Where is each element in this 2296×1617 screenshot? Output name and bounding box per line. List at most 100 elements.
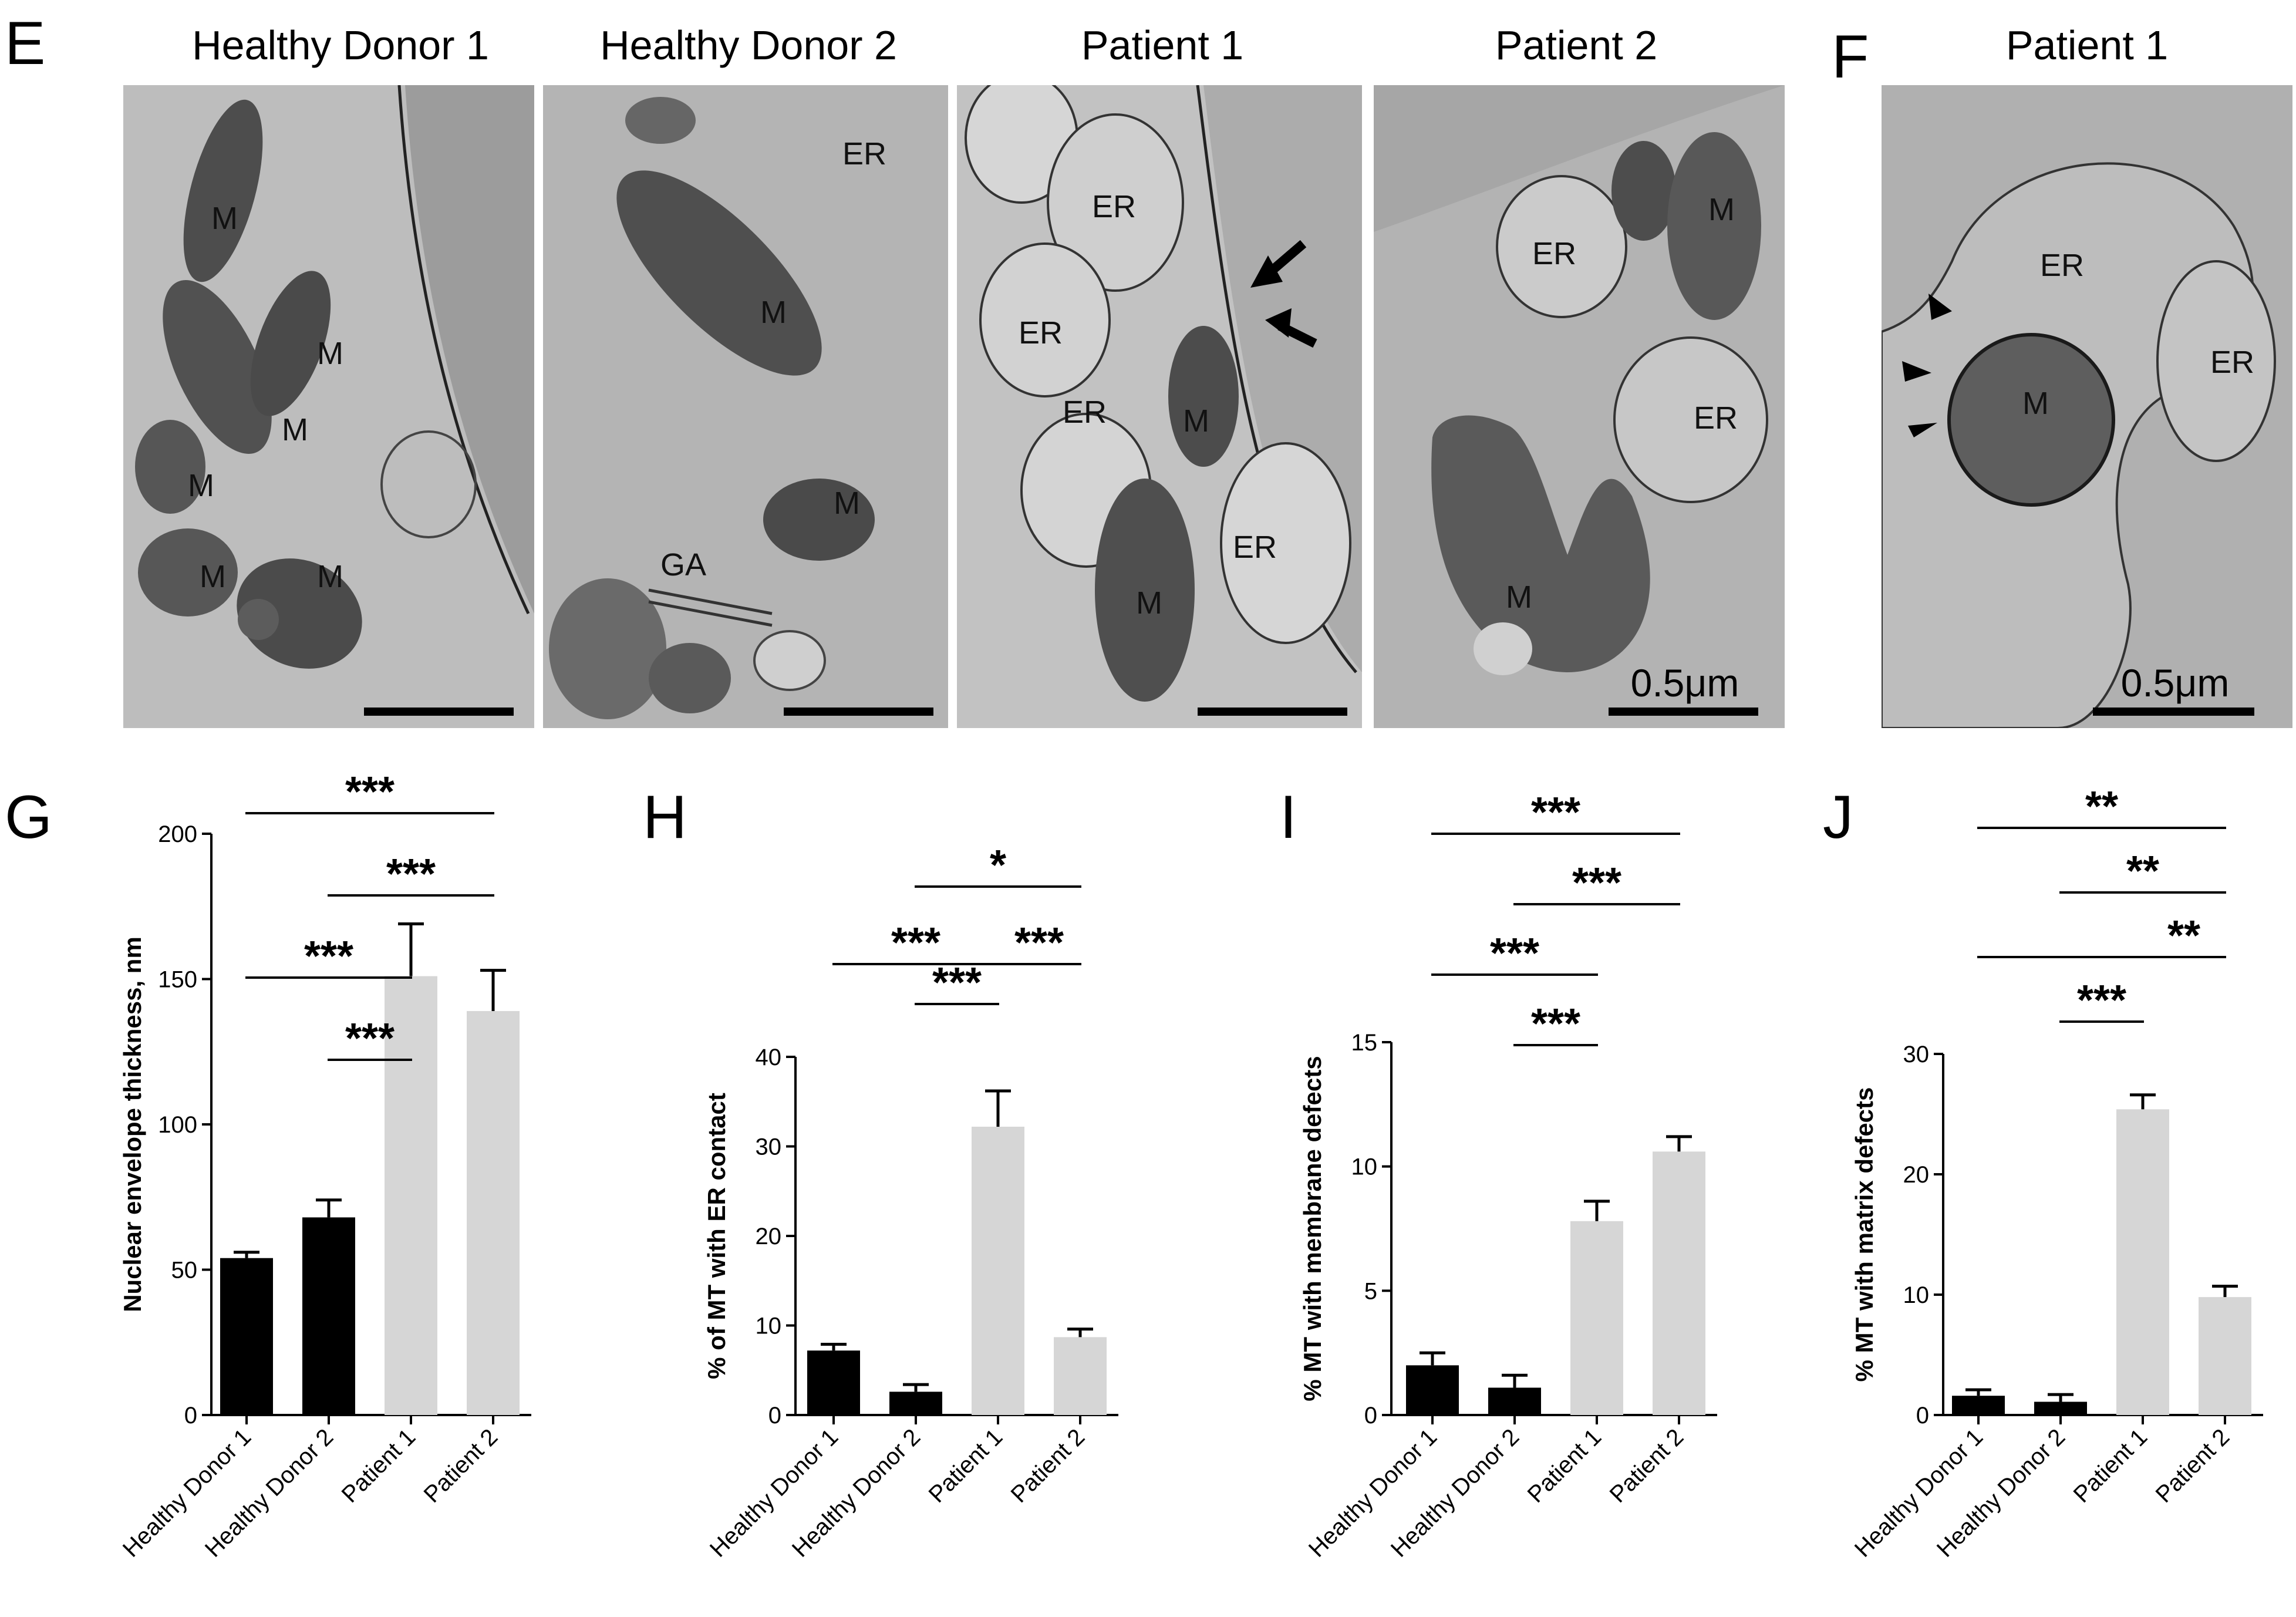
chart-g-nuclear-envelope-thickness: 0 50 100 150 200 Nuclear envelope thickness, …	[0, 763, 564, 1617]
em-label: M	[760, 295, 787, 330]
em-label: M	[1136, 585, 1162, 621]
em-label: ER	[842, 136, 887, 171]
y-tick-label: 200	[158, 821, 197, 847]
significance-label: ***	[1531, 789, 1580, 836]
significance-label: ***	[1572, 860, 1621, 907]
significance-label: ***	[2077, 977, 2126, 1024]
y-tick-label: 0	[1364, 1403, 1377, 1429]
significance-label: *	[990, 842, 1006, 889]
em-label: M	[834, 486, 860, 521]
x-tick-label: Patient 1	[924, 1424, 1008, 1508]
significance-label: ***	[304, 933, 353, 980]
x-tick-label: Patient 2	[2151, 1424, 2235, 1508]
significance-label: **	[2167, 912, 2200, 959]
em-label: M	[211, 201, 238, 236]
em-label: ER	[2040, 248, 2085, 283]
y-tick-label: 40	[756, 1045, 782, 1070]
x-tick-label: Patient 1	[1523, 1424, 1607, 1508]
y-tick-label: 100	[158, 1112, 197, 1138]
bar	[972, 1126, 1024, 1415]
x-tick-label: Patient 2	[419, 1424, 503, 1508]
em-label: ER	[1694, 400, 1738, 436]
y-axis-label: % MT with membrane defects	[1299, 1056, 1326, 1401]
panel-letter-i: I	[1280, 783, 1297, 851]
em-label: ER	[1019, 315, 1063, 351]
x-tick-label: Patient 2	[1605, 1424, 1689, 1508]
em-label: M	[1506, 580, 1532, 615]
bar	[2199, 1297, 2251, 1415]
chart-j-mt-matrix-defects: 0 10 20 30% MT with matrix defects Healthy D…	[1820, 763, 2290, 1617]
em-label: ER	[2210, 345, 2255, 380]
y-tick-label: 10	[756, 1313, 782, 1339]
significance-label: ***	[1531, 1000, 1580, 1047]
panel-letter-f: F	[1832, 23, 1869, 91]
scale-bar-label: 0.5μm	[1630, 661, 1739, 705]
image-title-f-patient-1: Patient 1	[2005, 22, 2169, 68]
image-title-healthy-donor-1: Healthy Donor 1	[192, 22, 489, 68]
significance-label: **	[2085, 783, 2118, 830]
y-tick-label: 150	[158, 967, 197, 993]
em-label: M	[282, 412, 308, 447]
y-tick-label: 20	[1903, 1162, 1930, 1188]
y-tick-label: 10	[1351, 1154, 1378, 1180]
em-label: M	[317, 559, 343, 594]
y-tick-label: 0	[184, 1403, 197, 1429]
scale-bar-label: 0.5μm	[2120, 661, 2230, 705]
significance-label: ***	[386, 851, 436, 898]
em-image-healthy-donor-2: ER M M GA	[543, 85, 948, 728]
em-image-healthy-donor-1: M M M M M M	[123, 85, 534, 728]
y-tick-label: 30	[1903, 1042, 1930, 1067]
em-label: M	[2022, 386, 2049, 421]
significance-label: ***	[1014, 919, 1064, 966]
bar	[2116, 1109, 2169, 1415]
y-axis-label: % of MT with ER contact	[703, 1093, 730, 1379]
panel-letter-e: E	[5, 9, 46, 78]
bar	[807, 1350, 860, 1415]
panel-letter-j: J	[1823, 783, 1853, 851]
bar	[220, 1258, 273, 1415]
em-label: ER	[1233, 530, 1277, 565]
bar	[1952, 1396, 2005, 1415]
bar	[1488, 1387, 1541, 1415]
scale-bar	[1609, 708, 1758, 716]
y-tick-label: 20	[756, 1224, 782, 1249]
bar	[1570, 1221, 1623, 1415]
scale-bar	[1198, 708, 1347, 716]
image-title-healthy-donor-2: Healthy Donor 2	[600, 22, 897, 68]
bar	[1653, 1151, 1705, 1415]
chart-h-mt-er-contact: 0 10 20 30 40% of MT with ER contact Healthy …	[693, 763, 1139, 1617]
y-axis-label: % MT with matrix defects	[1850, 1087, 1878, 1382]
chart-i-mt-membrane-defects: 0 5 10 15% MT with membrane defects Healthy …	[1286, 763, 1732, 1617]
bar	[467, 1010, 520, 1415]
scale-bar	[364, 708, 514, 716]
em-image-f-patient-1: ER M ER 0.5μm	[1882, 85, 2292, 728]
image-title-patient-1: Patient 1	[1081, 22, 1244, 68]
em-label: GA	[660, 547, 707, 582]
significance-label: ***	[1490, 930, 1539, 977]
em-label: M	[188, 468, 214, 503]
panel-letter-g: G	[5, 783, 52, 851]
y-tick-label: 5	[1364, 1278, 1377, 1304]
em-label: ER	[1092, 189, 1137, 224]
significance-label: ***	[345, 1015, 395, 1062]
bar	[1054, 1337, 1107, 1415]
scale-bar	[2093, 708, 2254, 716]
y-tick-label: 10	[1903, 1282, 1930, 1308]
em-label: M	[1183, 403, 1209, 439]
em-label: M	[1708, 192, 1735, 227]
bar	[889, 1392, 942, 1415]
significance-label: ***	[932, 959, 982, 1006]
bar	[385, 976, 437, 1415]
y-axis-label: Nuclear envelope thickness, nm	[119, 936, 146, 1312]
significance-label: **	[2126, 848, 2159, 895]
image-title-patient-2: Patient 2	[1495, 22, 1658, 68]
y-tick-label: 0	[1916, 1403, 1929, 1429]
bar	[2034, 1402, 2087, 1415]
y-tick-label: 15	[1351, 1030, 1378, 1056]
em-image-patient-1: ER ER ER ER M M	[957, 85, 1362, 728]
x-tick-label: Patient 2	[1006, 1424, 1090, 1508]
significance-label: ***	[345, 769, 395, 816]
scale-bar	[784, 708, 933, 716]
em-label: ER	[1532, 236, 1577, 271]
em-label: M	[200, 559, 226, 594]
